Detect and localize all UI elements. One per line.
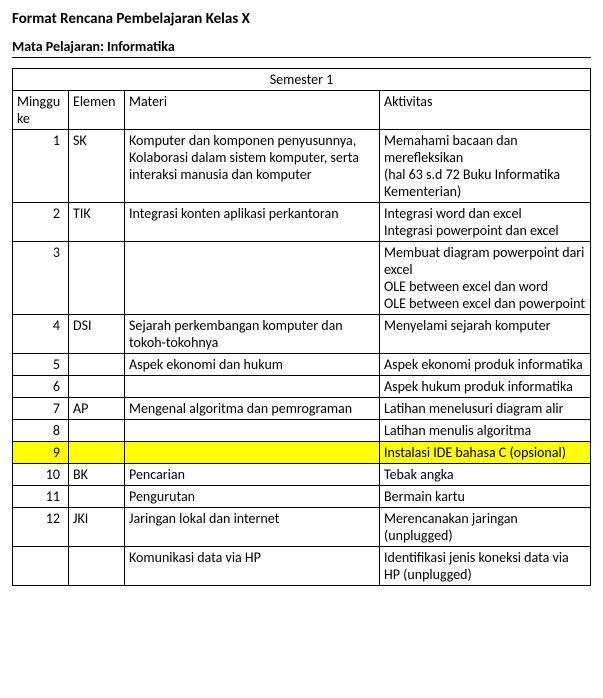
cell-aktivitas: Instalasi IDE bahasa C (opsional) bbox=[380, 442, 591, 464]
table-row: Komunikasi data via HPIdentifikasi jenis… bbox=[13, 547, 591, 586]
cell-minggu: 8 bbox=[13, 420, 69, 442]
cell-aktivitas: Menyelami sejarah komputer bbox=[380, 315, 591, 354]
cell-minggu: 10 bbox=[13, 464, 69, 486]
cell-aktivitas: Latihan menelusuri diagram alir bbox=[380, 398, 591, 420]
cell-elemen: SK bbox=[69, 130, 125, 203]
cell-materi: Pencarian bbox=[125, 464, 380, 486]
cell-elemen: TIK bbox=[69, 203, 125, 242]
cell-aktivitas: Aspek ekonomi produk informatika bbox=[380, 354, 591, 376]
col-header-elemen: Elemen bbox=[69, 91, 125, 130]
cell-materi: Komputer dan komponen penyusunnya, Kolab… bbox=[125, 130, 380, 203]
cell-materi bbox=[125, 242, 380, 315]
cell-minggu: 1 bbox=[13, 130, 69, 203]
table-row: 7APMengenal algoritma dan pemrogramanLat… bbox=[13, 398, 591, 420]
cell-minggu: 2 bbox=[13, 203, 69, 242]
cell-materi: Komunikasi data via HP bbox=[125, 547, 380, 586]
cell-aktivitas: Latihan menulis algoritma bbox=[380, 420, 591, 442]
lesson-plan-table: Semester 1 Minggu ke Elemen Materi Aktiv… bbox=[12, 68, 591, 586]
cell-aktivitas: Memahami bacaan dan merefleksikan(hal 63… bbox=[380, 130, 591, 203]
table-row: 10BKPencarianTebak angka bbox=[13, 464, 591, 486]
cell-aktivitas: Aspek hukum produk informatika bbox=[380, 376, 591, 398]
table-body: 1SKKomputer dan komponen penyusunnya, Ko… bbox=[13, 130, 591, 586]
cell-minggu bbox=[13, 547, 69, 586]
table-row: 2TIKIntegrasi konten aplikasi perkantora… bbox=[13, 203, 591, 242]
cell-aktivitas: Identifikasi jenis koneksi data via HP (… bbox=[380, 547, 591, 586]
cell-minggu: 12 bbox=[13, 508, 69, 547]
semester-header: Semester 1 bbox=[13, 69, 591, 91]
cell-elemen bbox=[69, 420, 125, 442]
cell-aktivitas: Membuat diagram powerpoint dari excelOLE… bbox=[380, 242, 591, 315]
cell-minggu: 9 bbox=[13, 442, 69, 464]
col-header-minggu: Minggu ke bbox=[13, 91, 69, 130]
cell-aktivitas: Bermain kartu bbox=[380, 486, 591, 508]
cell-materi bbox=[125, 420, 380, 442]
cell-minggu: 3 bbox=[13, 242, 69, 315]
table-row: 1SKKomputer dan komponen penyusunnya, Ko… bbox=[13, 130, 591, 203]
cell-materi: Integrasi konten aplikasi perkantoran bbox=[125, 203, 380, 242]
cell-aktivitas: Integrasi word dan excelIntegrasi powerp… bbox=[380, 203, 591, 242]
table-row: 3 Membuat diagram powerpoint dari excelOL… bbox=[13, 242, 591, 315]
cell-elemen bbox=[69, 354, 125, 376]
table-row: 5 Aspek ekonomi dan hukumAspek ekonomi pr… bbox=[13, 354, 591, 376]
col-header-materi: Materi bbox=[125, 91, 380, 130]
subject-line: Mata Pelajaran: Informatika bbox=[12, 38, 591, 58]
cell-materi: Pengurutan bbox=[125, 486, 380, 508]
cell-elemen: JKI bbox=[69, 508, 125, 547]
table-row: 11 PengurutanBermain kartu bbox=[13, 486, 591, 508]
cell-elemen bbox=[69, 547, 125, 586]
page-title: Format Rencana Pembelajaran Kelas X bbox=[12, 10, 591, 28]
cell-minggu: 6 bbox=[13, 376, 69, 398]
cell-elemen: DSI bbox=[69, 315, 125, 354]
table-row: 4DSISejarah perkembangan komputer dan to… bbox=[13, 315, 591, 354]
table-row: 6 Aspek hukum produk informatika bbox=[13, 376, 591, 398]
cell-materi bbox=[125, 376, 380, 398]
cell-materi: Sejarah perkembangan komputer dan tokoh-… bbox=[125, 315, 380, 354]
cell-elemen: AP bbox=[69, 398, 125, 420]
cell-materi: Aspek ekonomi dan hukum bbox=[125, 354, 380, 376]
col-header-aktivitas: Aktivitas bbox=[380, 91, 591, 130]
cell-materi: Jaringan lokal dan internet bbox=[125, 508, 380, 547]
cell-minggu: 4 bbox=[13, 315, 69, 354]
table-row: 12JKIJaringan lokal dan internetMerencan… bbox=[13, 508, 591, 547]
cell-minggu: 7 bbox=[13, 398, 69, 420]
cell-elemen bbox=[69, 376, 125, 398]
cell-elemen bbox=[69, 242, 125, 315]
cell-aktivitas: Tebak angka bbox=[380, 464, 591, 486]
cell-elemen bbox=[69, 442, 125, 464]
cell-minggu: 5 bbox=[13, 354, 69, 376]
table-row: 8 Latihan menulis algoritma bbox=[13, 420, 591, 442]
table-row: 9 Instalasi IDE bahasa C (opsional) bbox=[13, 442, 591, 464]
cell-minggu: 11 bbox=[13, 486, 69, 508]
cell-aktivitas: Merencanakan jaringan (unplugged) bbox=[380, 508, 591, 547]
cell-materi bbox=[125, 442, 380, 464]
cell-materi: Mengenal algoritma dan pemrograman bbox=[125, 398, 380, 420]
cell-elemen: BK bbox=[69, 464, 125, 486]
cell-elemen bbox=[69, 486, 125, 508]
